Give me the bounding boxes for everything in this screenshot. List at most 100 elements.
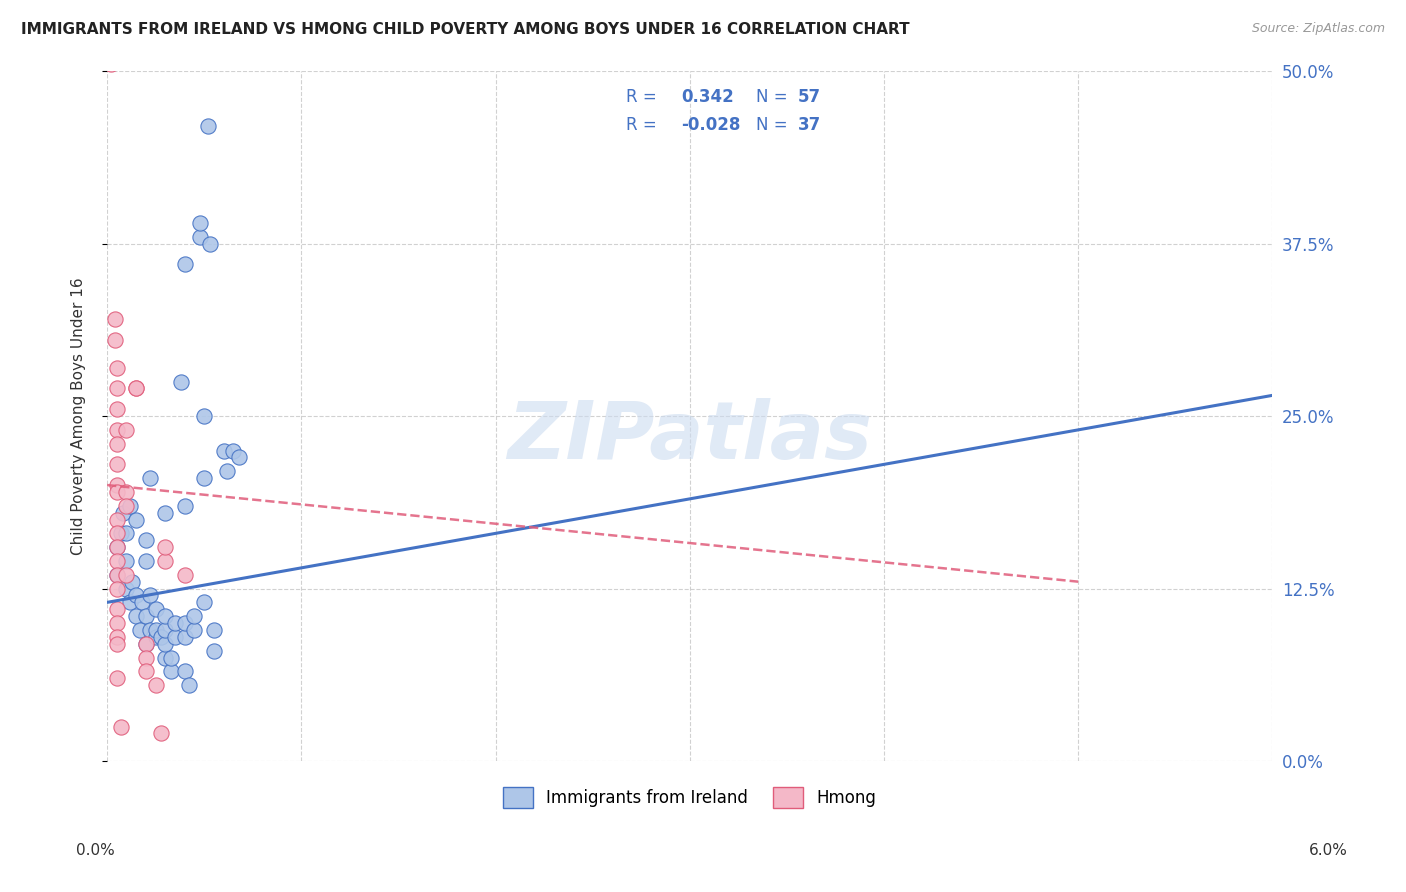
Point (145, 678, 167, 692)
Point (217, 464, 239, 478)
Point (155, 540, 177, 554)
Point (104, 312, 127, 326)
Point (202, 643, 225, 657)
Text: N =: N = (756, 116, 793, 134)
Point (131, 595, 153, 609)
Point (139, 471, 162, 485)
Point (193, 595, 215, 609)
Point (115, 499, 138, 513)
Point (105, 554, 128, 568)
Point (125, 589, 148, 603)
Point (160, 665, 183, 679)
Point (198, 236, 221, 251)
Point (165, 630, 187, 644)
Point (105, 616, 128, 631)
Point (125, 382, 148, 396)
Point (105, 671, 128, 685)
Point (135, 637, 157, 651)
Point (105, 630, 128, 644)
Point (197, 120, 219, 134)
Point (135, 533, 157, 548)
Point (105, 526, 128, 541)
Point (105, 567, 128, 582)
Text: 0.0%: 0.0% (76, 843, 115, 858)
Text: R =: R = (626, 116, 662, 134)
Point (139, 623, 162, 637)
Point (135, 637, 157, 651)
Text: 57: 57 (799, 88, 821, 106)
Point (105, 540, 128, 554)
Point (173, 665, 195, 679)
Point (155, 554, 177, 568)
Point (173, 499, 195, 513)
Point (125, 382, 148, 396)
Point (135, 650, 157, 665)
Point (145, 623, 167, 637)
Point (155, 609, 177, 624)
Point (222, 443, 245, 458)
Point (155, 506, 177, 520)
Point (115, 582, 138, 596)
Point (120, 499, 142, 513)
Point (193, 471, 215, 485)
Point (150, 630, 173, 644)
Point (105, 360, 128, 375)
Point (135, 554, 157, 568)
Point (105, 582, 128, 596)
Point (115, 526, 138, 541)
Point (105, 458, 128, 472)
Point (160, 650, 183, 665)
Point (105, 423, 128, 437)
Point (139, 589, 162, 603)
Point (105, 382, 128, 396)
Point (120, 595, 142, 609)
Point (188, 229, 211, 244)
Point (115, 485, 138, 500)
Point (183, 623, 205, 637)
Point (110, 720, 132, 734)
Text: ZIPatlas: ZIPatlas (508, 398, 872, 475)
Text: R =: R = (626, 88, 662, 106)
Text: N =: N = (756, 88, 793, 106)
Point (155, 650, 177, 665)
Point (105, 540, 128, 554)
Point (145, 630, 167, 644)
Point (228, 450, 250, 465)
Point (145, 602, 167, 616)
Point (105, 478, 128, 492)
Point (188, 216, 211, 230)
Point (193, 409, 215, 423)
Point (105, 485, 128, 500)
Point (155, 623, 177, 637)
Point (125, 609, 148, 624)
Point (111, 506, 134, 520)
Point (105, 402, 128, 417)
Point (155, 637, 177, 651)
Point (212, 443, 235, 458)
Point (115, 423, 138, 437)
Text: IMMIGRANTS FROM IRELAND VS HMONG CHILD POVERTY AMONG BOYS UNDER 16 CORRELATION C: IMMIGRANTS FROM IRELAND VS HMONG CHILD P… (21, 22, 910, 37)
Text: 37: 37 (799, 116, 821, 134)
Point (121, 574, 143, 589)
Point (105, 436, 128, 450)
Point (170, 375, 193, 389)
Point (202, 623, 225, 637)
Text: 0.342: 0.342 (682, 88, 734, 106)
Text: 6.0%: 6.0% (1309, 843, 1348, 858)
Point (129, 623, 152, 637)
Point (177, 678, 200, 692)
Point (105, 602, 128, 616)
Point (135, 609, 157, 624)
Point (104, 333, 127, 347)
Text: -0.028: -0.028 (682, 116, 741, 134)
Point (135, 665, 157, 679)
Point (100, 57, 122, 71)
Point (173, 567, 195, 582)
Point (173, 257, 195, 271)
Point (105, 512, 128, 526)
Point (173, 616, 195, 631)
Point (150, 726, 173, 740)
Point (105, 567, 128, 582)
Point (173, 630, 195, 644)
Point (115, 554, 138, 568)
